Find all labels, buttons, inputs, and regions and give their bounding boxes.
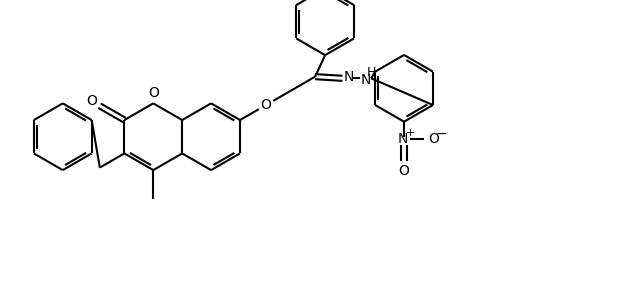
Text: N: N <box>360 73 371 87</box>
Text: O: O <box>260 98 271 112</box>
Text: O: O <box>86 94 97 108</box>
Text: N: N <box>343 70 354 84</box>
Text: O: O <box>428 132 438 146</box>
Text: O: O <box>399 164 410 178</box>
Text: O: O <box>148 86 159 100</box>
Text: H: H <box>367 66 376 79</box>
Text: N: N <box>397 132 408 146</box>
Text: −: − <box>435 127 447 141</box>
Text: +: + <box>406 128 415 138</box>
